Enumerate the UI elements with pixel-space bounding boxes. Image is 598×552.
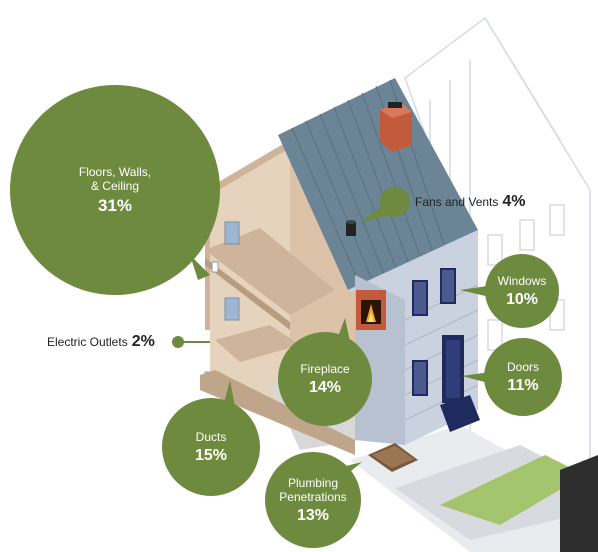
bubble-plumbing-penetrations: Plumbing Penetrations 13% xyxy=(265,452,361,548)
bubble-fans-vents xyxy=(380,187,410,217)
bubble-label: Plumbing Penetrations xyxy=(279,475,347,504)
bubble-percent: 15% xyxy=(194,446,228,464)
label-fans-vents: Fans and Vents 4% xyxy=(415,193,526,211)
bubble-fireplace: Fireplace 14% xyxy=(278,332,372,426)
roof xyxy=(278,78,478,290)
bubble-windows: Windows 10% xyxy=(485,254,559,328)
bubble-percent: 11% xyxy=(507,376,539,394)
front-facade xyxy=(348,230,480,472)
connector-floors xyxy=(190,255,210,280)
bubble-ducts: Ducts 15% xyxy=(162,398,260,496)
bubble-label: Floors, Walls, & Ceiling xyxy=(78,164,152,193)
outlets-dot xyxy=(172,336,184,348)
bubble-label: Fireplace xyxy=(300,361,350,376)
ext-label-text: Electric Outlets xyxy=(47,335,128,349)
bubble-label: Ducts xyxy=(195,429,227,444)
chimney xyxy=(380,102,412,152)
bubble-label: Windows xyxy=(497,273,547,288)
label-electric-outlets: Electric Outlets 2% xyxy=(47,333,155,351)
bubble-label: Doors xyxy=(506,359,539,374)
bubble-doors: Doors 11% xyxy=(484,338,562,416)
ext-label-percent: 4% xyxy=(502,193,526,210)
ext-label-percent: 2% xyxy=(131,333,155,350)
bubble-percent: 31% xyxy=(97,195,133,215)
ext-label-text: Fans and Vents xyxy=(415,195,499,209)
bubble-percent: 13% xyxy=(296,506,330,524)
bubble-percent: 14% xyxy=(308,378,342,396)
bubble-percent: 10% xyxy=(505,290,539,308)
bubble-floors-walls-ceiling: Floors, Walls, & Ceiling 31% xyxy=(10,85,220,295)
